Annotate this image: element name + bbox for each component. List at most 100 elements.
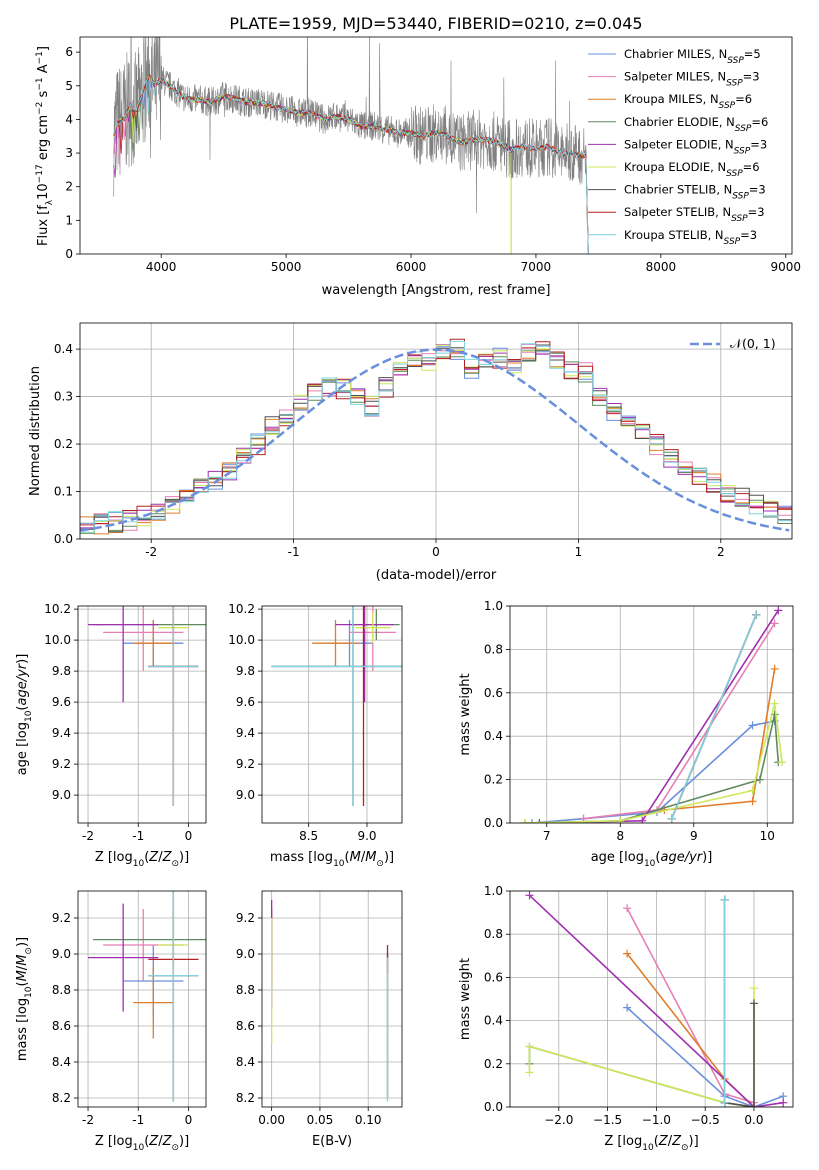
x-tick-label: 6000 (396, 260, 427, 274)
label-part: )] (15, 654, 30, 664)
data-spectrum (113, 37, 588, 223)
histogram-steps (80, 350, 792, 534)
legend-label: Kroupa STELIB, NSSP=3 (624, 228, 757, 247)
label-part: / (15, 965, 30, 970)
x-tick-label: -1 (132, 829, 144, 843)
x-tick-label: 0.00 (258, 1113, 285, 1127)
label-part: Kroupa STELIB, N (624, 228, 724, 242)
label-part: −1 (35, 77, 45, 90)
y-tick-label: 0.1 (54, 485, 73, 499)
x-tick-label: -2 (145, 545, 157, 559)
label-part: M (15, 955, 30, 966)
x-tick-label: 0.10 (355, 1113, 382, 1127)
weight-marker (638, 816, 647, 823)
label-part: ( (655, 850, 660, 865)
y-tick-label: 2 (65, 180, 73, 194)
y-tick-label: 5 (65, 79, 73, 93)
label-part: SSP (727, 56, 744, 66)
x-tick-label: 1 (575, 545, 583, 559)
x-tick-label: 0.05 (307, 1113, 334, 1127)
x-tick-label: 0 (185, 1113, 193, 1127)
panel-mass-vs-metallicity: -2 -1 08.28.48.68.89.09.2Z [log10(Z/Z⊙)]ma… (15, 890, 207, 1153)
x-tick-label: −1.5 (593, 1113, 622, 1127)
y-tick-label: 4 (65, 112, 73, 126)
label-part: =3 (750, 137, 767, 151)
y-tick-label: 8.2 (236, 1091, 255, 1105)
label-part: Kroupa MILES, N (624, 92, 719, 106)
axes-frame (77, 890, 207, 1108)
weight-marker (528, 819, 537, 823)
y-tick-label: 10.0 (44, 633, 71, 647)
label-part: 10 (24, 710, 34, 722)
x-tick-label: 9000 (770, 260, 801, 274)
plot-area (271, 606, 402, 806)
x-tick-label: 0 (185, 829, 193, 843)
legend-label: Chabrier ELODIE, NSSP=6 (624, 115, 768, 134)
label-part: Z [log (604, 1134, 642, 1149)
x-tick-label: 5000 (271, 260, 302, 274)
label-part: A (36, 64, 51, 77)
x-tick-label: 0.0 (744, 1113, 763, 1127)
label-part: Z (162, 850, 173, 865)
label-part: )] (15, 937, 30, 947)
label-part: M (365, 850, 376, 865)
label-part: ( (654, 1134, 659, 1149)
label-part: ⊙ (376, 859, 384, 869)
plot-area (271, 900, 389, 1102)
label-part: Z (671, 1134, 682, 1149)
legend-label: Salpeter STELIB, NSSP=3 (624, 205, 765, 224)
y-tick-label: 8.4 (236, 1055, 255, 1069)
panel-mass-weight-vs-metallicity: −2.0 −1.5 −1.0 −0.5 0.0 0.0 0.2 0.4 0.6 0.8 1.0 Z [… (458, 884, 794, 1153)
label-part: mass [log (270, 850, 333, 865)
label-part: 10 (642, 1143, 654, 1153)
x-tick-label: 0 (432, 545, 440, 559)
weight-line (670, 614, 757, 820)
label-part: λ (45, 199, 55, 205)
label-part: / (361, 850, 366, 865)
plot-area (525, 891, 788, 1107)
weight-line (626, 1007, 784, 1107)
weight-marker (774, 606, 783, 615)
weight-marker (623, 1003, 632, 1012)
label-part: =6 (743, 160, 760, 174)
weight-line (539, 609, 779, 823)
x-tick-label: 8000 (646, 260, 677, 274)
weight-line (583, 622, 776, 820)
legend-label: Chabrier STELIB, NSSP=3 (624, 183, 766, 202)
histogram-steps (80, 344, 792, 534)
label-part: Z (148, 850, 159, 865)
label-part: M (350, 850, 361, 865)
weight-marker (777, 758, 786, 767)
y-tick-label: 9.2 (236, 911, 255, 925)
label-part: −17 (35, 164, 45, 183)
label-part: / (158, 1134, 163, 1149)
label-part: =5 (744, 47, 761, 61)
y-tick-label: 8.6 (52, 1019, 71, 1033)
y-tick-label: 0.8 (484, 642, 503, 656)
y-tick-label: 8.2 (52, 1091, 71, 1105)
y-tick-label: 9.4 (52, 726, 71, 740)
label-part: =3 (743, 70, 760, 84)
axes-frame (79, 36, 793, 255)
y-tick-label: 9.8 (52, 664, 71, 678)
model-line (113, 73, 589, 254)
y-tick-label: 9.0 (236, 788, 255, 802)
label-part: mass [log (15, 998, 30, 1061)
plot-area (80, 338, 792, 535)
histogram-steps (80, 344, 792, 533)
x-axis-label: E(B-V) (312, 1134, 352, 1149)
label-part: Salpeter ELODIE, N (624, 137, 734, 151)
y-tick-label: 9.2 (52, 757, 71, 771)
panel-mass-vs-extinction: 0.00 0.05 0.10 8.2 8.4 8.6 8.8 9.0 9.2 E(B-V) (236, 890, 403, 1149)
label-part: Salpeter MILES, N (624, 70, 726, 84)
y-tick-label: 9.2 (236, 757, 255, 771)
y-axis-label: age [log10(age/yr)] (15, 654, 34, 776)
x-axis-label: mass [log10(M/M⊙)] (270, 850, 394, 869)
y-tick-label: 0.2 (484, 1057, 503, 1071)
weight-marker (623, 904, 632, 913)
plot-area (520, 606, 786, 823)
legend-label: Chabrier MILES, NSSP=5 (624, 47, 761, 66)
weight-marker (749, 999, 758, 1008)
